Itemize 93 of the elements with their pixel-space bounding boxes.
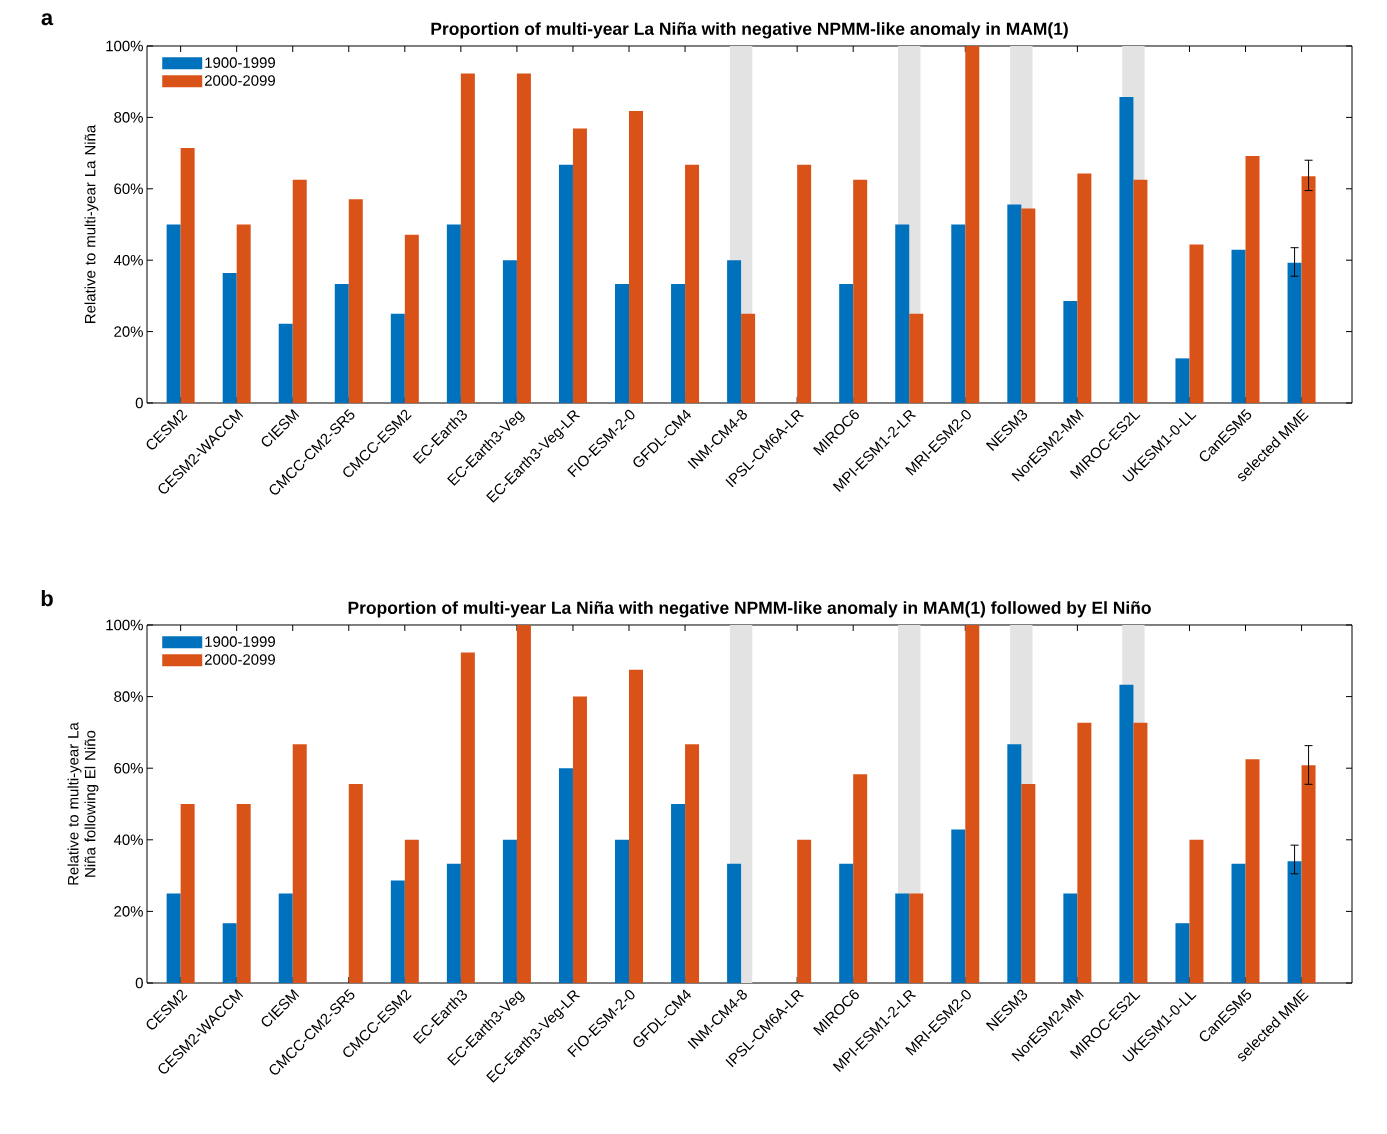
bar (685, 164, 700, 403)
bar (965, 625, 980, 983)
bar (1231, 863, 1246, 983)
bar (334, 284, 349, 403)
bar (951, 829, 966, 983)
bar (166, 893, 181, 983)
bar (1063, 300, 1078, 403)
bar (516, 73, 531, 403)
y-tick-label: 100% (106, 619, 143, 631)
chart-title: Proportion of multi-year La Niña with negative NPMM-like anomaly in MAM(1) followed by El Niño (348, 601, 1151, 618)
bar (671, 804, 686, 983)
y-tick-label: 100% (106, 40, 143, 52)
bar (615, 839, 629, 983)
bar (502, 839, 517, 983)
bar (853, 774, 868, 983)
bar (180, 148, 195, 403)
y-axis-title: Relative to multi-year La Niña following El Niño (67, 722, 99, 885)
bar (222, 273, 237, 403)
bar (909, 313, 924, 403)
bar (390, 313, 405, 403)
bar (236, 804, 251, 983)
y-tick-label: 20% (114, 326, 143, 337)
bar (1077, 173, 1092, 403)
bar (166, 224, 181, 403)
bar (797, 164, 812, 403)
bar (1077, 722, 1092, 983)
bar (292, 179, 307, 403)
bar (404, 839, 419, 983)
bar (1189, 839, 1204, 983)
legend-label: 2000-2099 (204, 75, 275, 86)
text: b (41, 590, 53, 607)
bar (558, 768, 573, 983)
bar (1287, 262, 1302, 403)
bar (671, 284, 686, 403)
bar (839, 284, 854, 403)
y-tick-label: 80% (114, 691, 143, 702)
bar (685, 744, 700, 983)
bar (951, 224, 966, 403)
bar (1245, 759, 1260, 983)
bar (460, 73, 475, 403)
y-tick-label: 80% (114, 112, 143, 123)
bar (572, 696, 587, 983)
bar (965, 45, 980, 403)
bar (502, 260, 517, 403)
bar (460, 652, 475, 983)
bar (292, 744, 307, 983)
y-tick-label: 60% (114, 183, 143, 195)
bar (797, 839, 812, 983)
bar (558, 164, 573, 403)
bar (741, 313, 756, 403)
y-tick-label: 20% (114, 906, 143, 917)
bar (348, 199, 363, 403)
y-tick-label: 0 (135, 397, 143, 409)
bar (278, 323, 293, 403)
y-tick-label: 0 (135, 977, 143, 989)
bar (727, 260, 742, 403)
bar (572, 128, 587, 403)
bar (1175, 358, 1190, 403)
bar (853, 179, 868, 403)
legend-label: 2000-2099 (204, 654, 275, 665)
bar (1287, 861, 1302, 983)
bar (1175, 923, 1190, 983)
legend-label: 1900-1999 (205, 636, 275, 647)
bar (446, 224, 461, 403)
bar (1231, 249, 1246, 403)
bar (236, 224, 251, 403)
bar (390, 880, 405, 983)
bar (446, 863, 461, 983)
legend-label: 1900-1999 (205, 57, 275, 68)
y-axis-title: Relative to multi-year La Niña (84, 124, 99, 323)
bar (1245, 155, 1260, 403)
bar (348, 783, 363, 983)
bar (404, 234, 419, 403)
bar (278, 893, 293, 983)
bar (895, 893, 910, 983)
bar (629, 110, 643, 403)
y-tick-label: 40% (113, 254, 143, 266)
bar (1063, 893, 1078, 983)
bar (516, 625, 531, 983)
bar (839, 863, 854, 983)
text: a (41, 13, 54, 26)
bar (909, 893, 924, 983)
bar (180, 804, 195, 983)
bar (629, 669, 643, 983)
bar (222, 923, 237, 983)
y-tick-label: 60% (114, 762, 143, 774)
bar (1189, 244, 1204, 403)
bar (727, 863, 742, 983)
bar (1301, 765, 1316, 983)
bar (1301, 176, 1316, 403)
chart-title: Proportion of multi-year La Niña with negative NPMM-like anomaly in MAM(1) (431, 22, 1068, 39)
y-tick-label: 40% (113, 834, 143, 846)
bar (615, 284, 629, 403)
